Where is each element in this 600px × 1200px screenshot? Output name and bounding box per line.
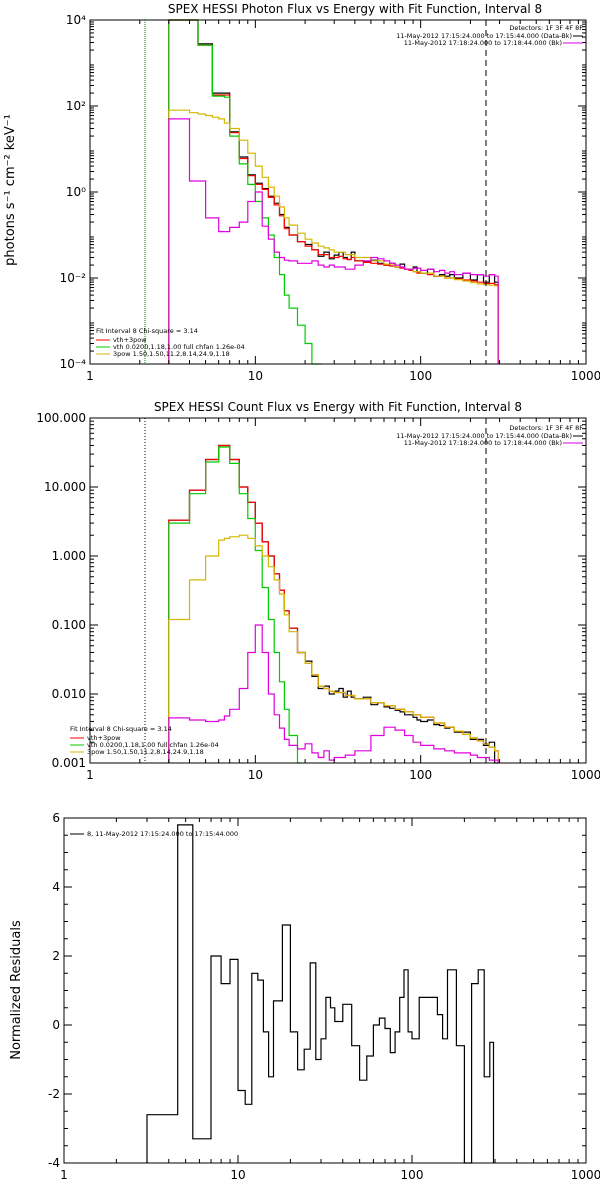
count-flux-panel: SPEX HESSI Count Flux vs Energy with Fit… bbox=[36, 400, 600, 782]
legend-bk-interval: 11-May-2012 17:18:24.000 to 17:18:44.000… bbox=[404, 39, 562, 47]
series-yellow bbox=[168, 534, 499, 763]
x-tick-label: 1000 bbox=[571, 768, 600, 782]
y-tick-label: -4 bbox=[48, 1156, 60, 1170]
y-tick-label: -2 bbox=[48, 1087, 60, 1101]
photon-flux-legend-left: Fit Interval 8 Chi-square = 3.14 vth+3po… bbox=[96, 327, 245, 358]
x-tick-label: 100 bbox=[409, 369, 432, 383]
x-tick-label: 1 bbox=[86, 369, 94, 383]
series-magenta bbox=[168, 624, 499, 763]
y-tick-label: 0.100 bbox=[52, 618, 86, 632]
y-tick-label: 10.000 bbox=[44, 480, 86, 494]
count-flux-legend-left: Fit Interval 8 Chi-square = 3.14 vth+3po… bbox=[70, 725, 219, 756]
series-red bbox=[168, 444, 499, 763]
legend-detectors-2: Detectors: 1F 3F 4F 8F bbox=[509, 424, 583, 432]
y-tick-label: 10² bbox=[66, 99, 86, 113]
series-red bbox=[168, 19, 499, 364]
y-tick-label: 2 bbox=[52, 949, 60, 963]
legend-fit-interval-2: Fit Interval 8 Chi-square = 3.14 bbox=[70, 725, 172, 733]
residuals-legend-label: 8, 11-May-2012 17:15:24.000 to 17:15:44.… bbox=[87, 830, 238, 838]
x-tick-label: 10 bbox=[230, 1168, 245, 1182]
series-data bbox=[168, 444, 499, 764]
legend-bk-interval-2: 11-May-2012 17:18:24.000 to 17:18:44.000… bbox=[404, 439, 562, 447]
legend-thermal-model: vth 0.0200,1.18,1.00 full chfan 1.26e-04 bbox=[113, 343, 245, 351]
residuals-legend: 8, 11-May-2012 17:15:24.000 to 17:15:44.… bbox=[70, 830, 238, 838]
y-tick-label: 10⁴ bbox=[66, 13, 86, 27]
y-tick-label: 0 bbox=[52, 1018, 60, 1032]
y-tick-label: 1.000 bbox=[52, 549, 86, 563]
photon-flux-legend-right: Detectors: 1F 3F 4F 8F 11-May-2012 17:15… bbox=[396, 24, 583, 47]
x-tick-label: 1000 bbox=[571, 369, 600, 383]
legend-total-model-2: vth+3pow bbox=[87, 734, 121, 742]
y-tick-label: 0.010 bbox=[52, 687, 86, 701]
x-tick-label: 1000 bbox=[571, 1168, 600, 1182]
series-magenta bbox=[168, 118, 499, 364]
legend-total-model: vth+3pow bbox=[113, 336, 147, 344]
series-data bbox=[168, 19, 499, 364]
residuals-plot-frame bbox=[63, 817, 587, 1164]
y-tick-label: 10⁻² bbox=[60, 271, 87, 285]
x-tick-label: 10 bbox=[248, 768, 263, 782]
y-tick-label: 0.001 bbox=[52, 756, 86, 770]
photon-flux-title: SPEX HESSI Photon Flux vs Energy with Fi… bbox=[168, 2, 542, 16]
y-tick-label: 10⁰ bbox=[66, 185, 86, 199]
y-tick-label: 6 bbox=[52, 811, 60, 825]
residuals-ylabel: Normalized Residuals bbox=[9, 920, 24, 1060]
legend-powerlaw-model-2: 3pow 1.50,1.50,11.2,8.14,24.9,1.18 bbox=[87, 748, 204, 756]
photon-flux-plot-frame bbox=[89, 19, 587, 365]
count-flux-legend-right: Detectors: 1F 3F 4F 8F 11-May-2012 17:15… bbox=[396, 424, 583, 447]
y-tick-label: 10⁻⁴ bbox=[60, 357, 87, 371]
x-tick-label: 100 bbox=[401, 1168, 424, 1182]
photon-flux-ylabel: photons s⁻¹ cm⁻² keV⁻¹ bbox=[3, 114, 18, 266]
legend-powerlaw-model: 3pow 1.50,1.50,11.2,8.14,24.9,1.18 bbox=[113, 350, 230, 358]
legend-fit-interval: Fit Interval 8 Chi-square = 3.14 bbox=[96, 327, 198, 335]
x-tick-label: 1 bbox=[86, 768, 94, 782]
photon-flux-panel: SPEX HESSI Photon Flux vs Energy with Fi… bbox=[3, 2, 600, 383]
y-tick-label: 100.000 bbox=[36, 411, 86, 425]
x-tick-label: 10 bbox=[248, 369, 263, 383]
legend-detectors: Detectors: 1F 3F 4F 8F bbox=[509, 24, 583, 32]
legend-thermal-model-2: vth 0.0200,1.18,1.00 full chfan 1.26e-04 bbox=[87, 741, 219, 749]
series-yellow bbox=[168, 109, 499, 364]
x-tick-label: 1 bbox=[60, 1168, 68, 1182]
series-green bbox=[168, 19, 322, 365]
legend-data-interval-2: 11-May-2012 17:15:24.000 to 17:15:44.000… bbox=[396, 432, 572, 440]
series-green bbox=[168, 446, 301, 764]
series-residual bbox=[146, 824, 495, 1164]
x-tick-label: 100 bbox=[409, 768, 432, 782]
count-flux-plot-frame bbox=[89, 417, 587, 764]
y-tick-label: 4 bbox=[52, 880, 60, 894]
count-flux-title: SPEX HESSI Count Flux vs Energy with Fit… bbox=[154, 400, 522, 414]
legend-data-interval: 11-May-2012 17:15:24.000 to 17:15:44.000… bbox=[396, 32, 572, 40]
